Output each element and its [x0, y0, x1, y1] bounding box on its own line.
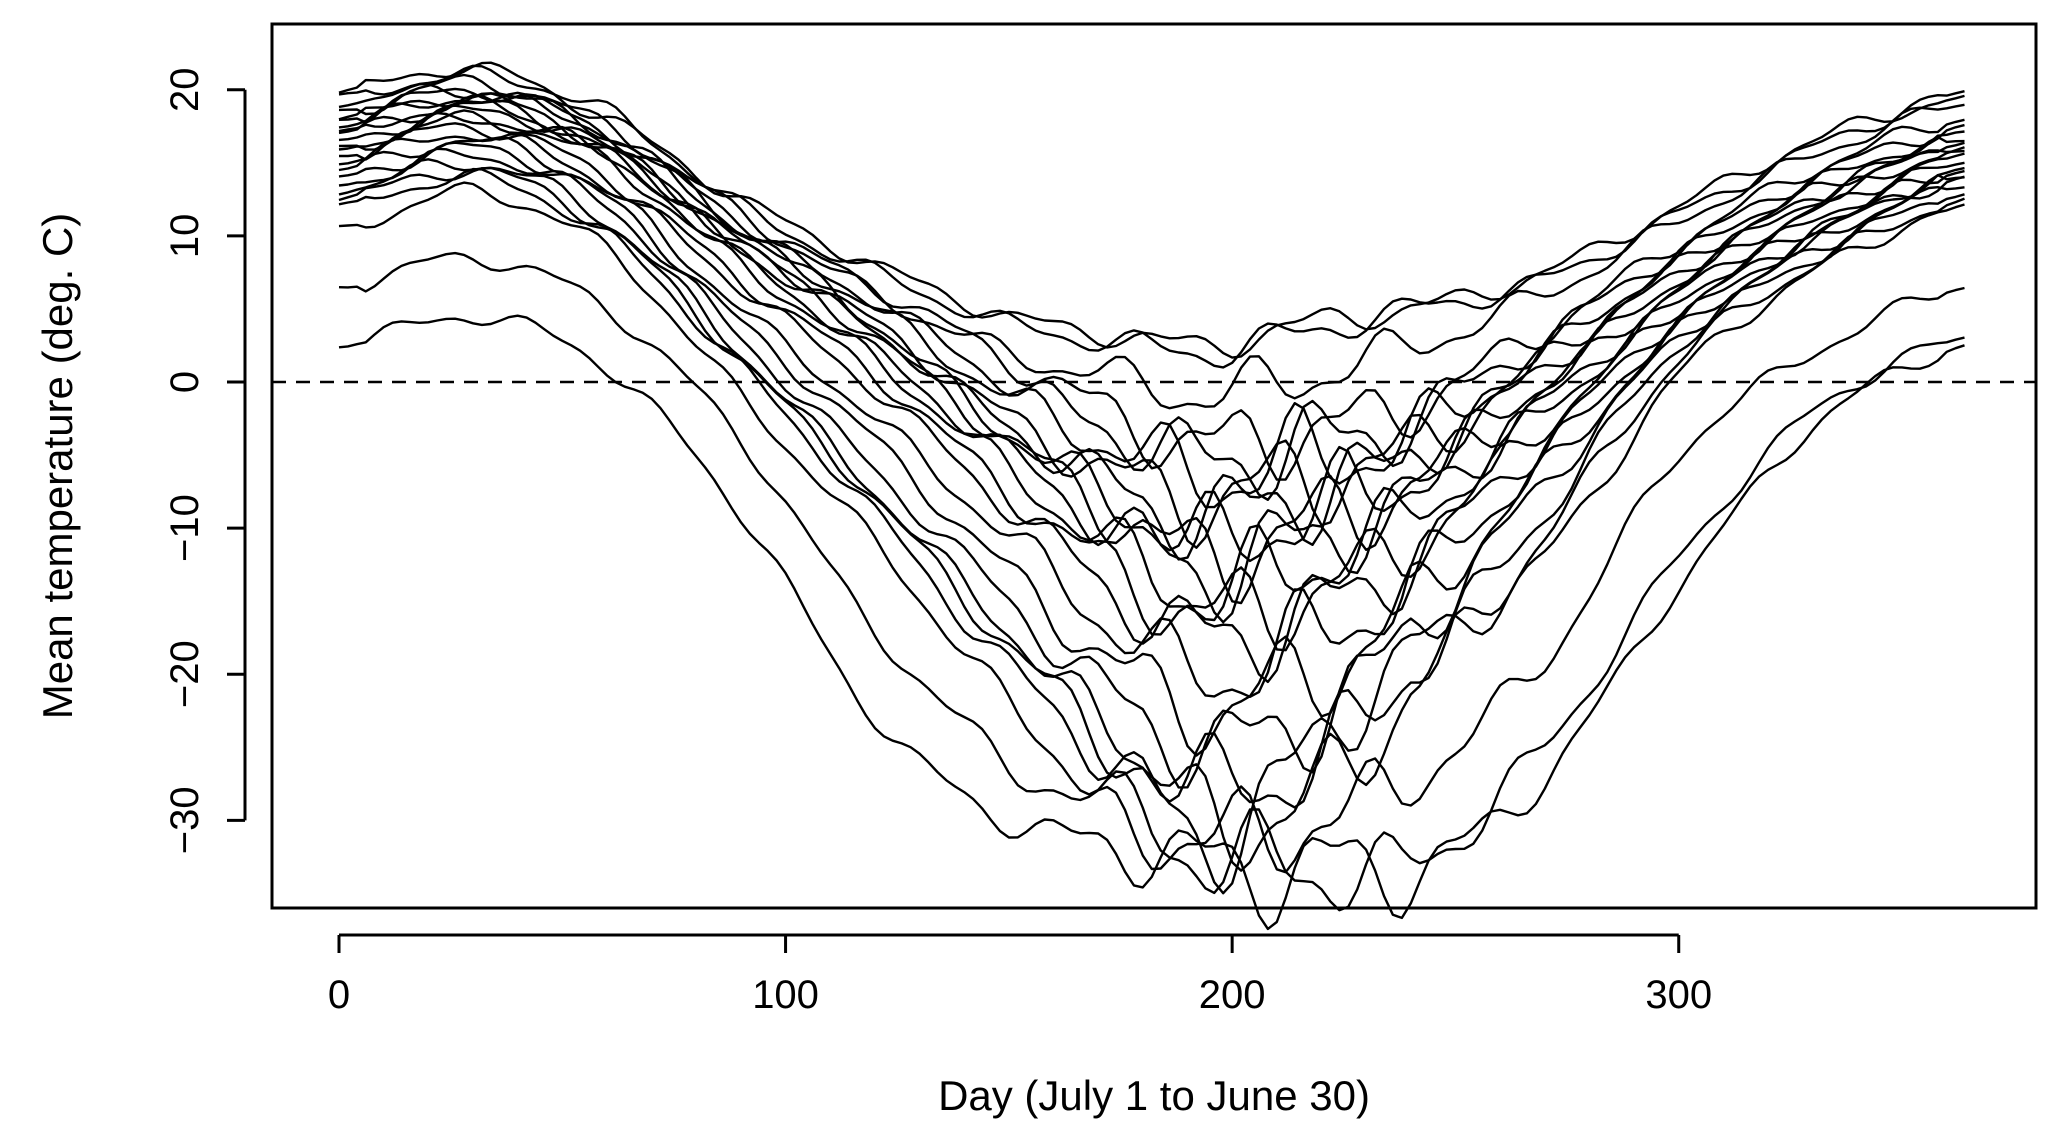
- series-curve: [338, 73, 1965, 410]
- x-tick-label: 100: [752, 973, 819, 1017]
- series-curve: [338, 136, 1965, 698]
- series-curves: [338, 61, 1965, 931]
- series-curve: [338, 61, 1965, 359]
- y-tick-label: 20: [163, 68, 207, 113]
- x-axis: 0 100 200 300: [328, 933, 1712, 1017]
- y-axis-title: Mean temperature (deg. C): [34, 213, 81, 720]
- series-curve: [338, 141, 1965, 757]
- y-tick-label: 10: [163, 214, 207, 259]
- y-axis: 20 10 0 −10 −20 −30: [163, 68, 247, 854]
- series-curve: [338, 181, 1965, 912]
- series-curve: [338, 314, 1965, 931]
- series-curve: [338, 94, 1965, 624]
- y-tick-label: −10: [163, 494, 207, 562]
- x-tick-label: 300: [1645, 973, 1712, 1017]
- y-tick-label: −30: [163, 786, 207, 854]
- series-curve: [338, 147, 1965, 789]
- y-tick-label: 0: [163, 371, 207, 393]
- x-tick-label: 200: [1199, 973, 1266, 1017]
- series-curve: [338, 64, 1965, 369]
- series-curve: [338, 167, 1965, 895]
- series-curve: [338, 109, 1965, 622]
- series-curve: [338, 251, 1965, 874]
- x-tick-label: 0: [328, 973, 350, 1017]
- x-axis-title: Day (July 1 to June 30): [938, 1072, 1370, 1119]
- y-tick-label: −20: [163, 640, 207, 708]
- plot-frame: [270, 22, 2038, 910]
